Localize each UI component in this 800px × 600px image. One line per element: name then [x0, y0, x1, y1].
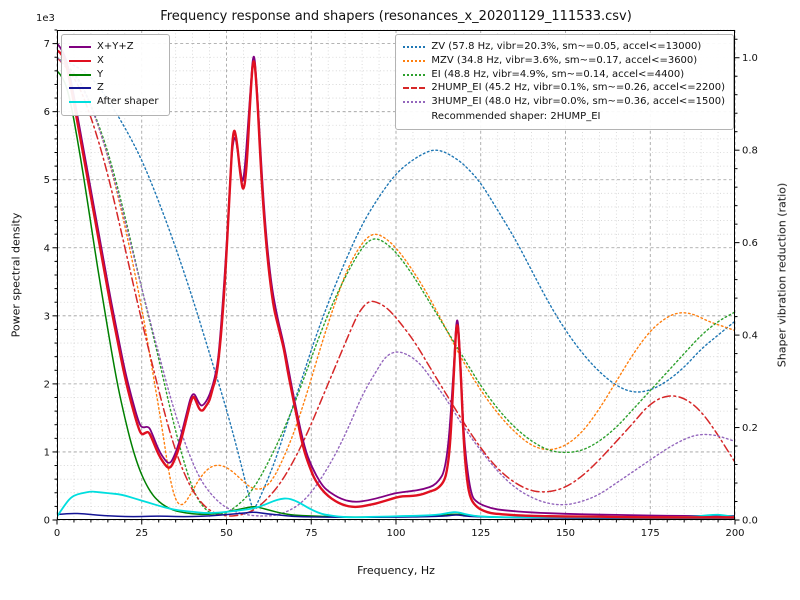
legend-line-swatch	[403, 73, 426, 76]
legend-line-swatch	[69, 73, 91, 76]
legend-line-swatch	[403, 46, 426, 48]
legend-line-swatch	[69, 46, 91, 48]
legend-item: Y	[69, 69, 161, 82]
legend-label: After shaper	[97, 96, 159, 108]
legend-label: MZV (34.8 Hz, vibr=3.6%, sm~=0.17, accel…	[431, 54, 698, 66]
legend-line-swatch	[69, 101, 91, 104]
legend-item: 3HUMP_EI (48.0 Hz, vibr=0.0%, sm~=0.36, …	[403, 96, 725, 109]
legend-line-swatch	[403, 87, 426, 90]
legend-line-swatch	[69, 59, 91, 62]
legend-line-swatch	[69, 87, 91, 90]
legend-label: Y	[97, 68, 104, 80]
legend-label: X	[97, 54, 104, 66]
y-axis-label-right: Shaper vibration reduction (ratio)	[775, 182, 789, 368]
legend-shapers: ZV (57.8 Hz, vibr=20.3%, sm~=0.05, accel…	[395, 34, 734, 130]
legend-item: X+Y+Z	[69, 41, 161, 54]
legend-label: 2HUMP_EI (45.2 Hz, vibr=0.1%, sm~=0.26, …	[431, 82, 725, 94]
legend-label: ZV (57.8 Hz, vibr=20.3%, sm~=0.05, accel…	[431, 41, 702, 52]
legend-label: 3HUMP_EI (48.0 Hz, vibr=0.0%, sm~=0.36, …	[431, 96, 725, 108]
recommended-shaper-note: Recommended shaper: 2HUMP_EI	[431, 110, 601, 122]
legend-psd: X+Y+Z X Y Z After shaper	[61, 34, 170, 116]
legend-item: After shaper	[69, 96, 161, 109]
legend-label: X+Y+Z	[97, 41, 134, 52]
y-axis-label-left: Power spectral density	[9, 212, 23, 338]
legend-item: Z	[69, 82, 161, 95]
legend-item: X	[69, 55, 161, 68]
legend-item: MZV (34.8 Hz, vibr=3.6%, sm~=0.17, accel…	[403, 55, 725, 68]
x-axis-label: Frequency, Hz	[357, 564, 435, 577]
legend-item: 2HUMP_EI (45.2 Hz, vibr=0.1%, sm~=0.26, …	[403, 82, 725, 95]
legend-label: EI (48.8 Hz, vibr=4.9%, sm~=0.14, accel<…	[431, 68, 685, 80]
y-axis-offset-text: 1e3	[36, 13, 55, 24]
legend-label: Z	[97, 82, 104, 94]
legend-item: EI (48.8 Hz, vibr=4.9%, sm~=0.14, accel<…	[403, 69, 725, 82]
legend-line-swatch	[403, 59, 426, 62]
legend-item: ZV (57.8 Hz, vibr=20.3%, sm~=0.05, accel…	[403, 41, 725, 54]
legend-line-swatch	[403, 101, 426, 104]
chart-title: Frequency response and shapers (resonanc…	[160, 9, 632, 24]
